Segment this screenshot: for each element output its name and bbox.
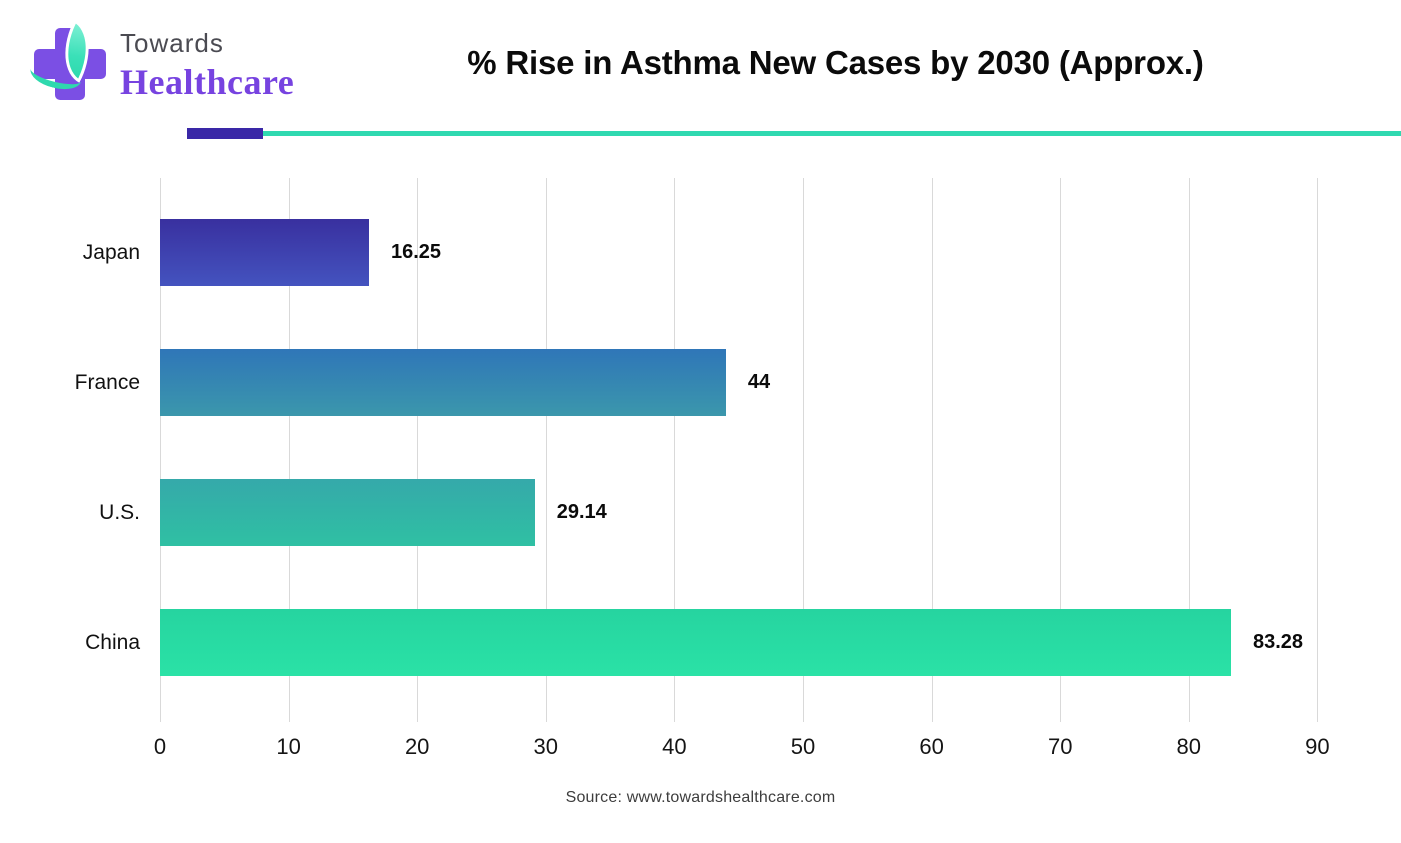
x-tick-label-80: 80 (1176, 734, 1202, 759)
x-tick-label-0: 0 (153, 734, 167, 759)
logo-icon (27, 19, 112, 104)
gridline-60 (931, 178, 933, 722)
value-label-u-s: 29.14 (556, 501, 607, 524)
category-label-france: France (74, 370, 140, 394)
bar-row-japan: Japan 16.25 (83, 218, 1401, 286)
logo-text: Towards Healthcare (120, 22, 294, 103)
x-tick-label-90: 90 (1305, 734, 1330, 759)
bar-row-france: France 44 (75, 348, 1401, 416)
value-label-japan: 16.25 (390, 240, 442, 263)
divider-accent (187, 127, 263, 139)
gridline-50 (803, 178, 804, 722)
gridline-30 (545, 178, 547, 722)
gridline-40 (674, 178, 676, 722)
value-label-france: 44 (747, 370, 771, 393)
plot-area: Japan 16.25 France 44 U.S. 29.14 China 83.28 (75, 178, 1401, 722)
x-tick-label-30: 30 (533, 734, 559, 759)
bar-japan (160, 218, 369, 286)
gridline-90 (1317, 178, 1319, 722)
category-label-japan: Japan (82, 240, 140, 264)
bar-u-s (160, 479, 535, 547)
category-label-china: China (85, 631, 140, 655)
gridline-70 (1060, 178, 1062, 722)
divider (187, 127, 1401, 139)
bar-france (160, 348, 726, 416)
x-tick-label-70: 70 (1047, 734, 1073, 759)
bar-china (160, 609, 1231, 677)
x-axis: 0 10 20 30 40 50 60 70 80 90 (154, 731, 1401, 763)
x-tick-label-20: 20 (404, 734, 430, 759)
logo-text-healthcare: Healthcare (120, 62, 295, 102)
chart-title: % Rise in Asthma New Cases by 2030 (Appr… (467, 44, 1204, 81)
x-tick-label-50: 50 (790, 734, 816, 759)
bar-row-china: China 83.28 (85, 609, 1401, 677)
gridline-20 (417, 178, 419, 722)
x-tick-label-10: 10 (276, 734, 301, 759)
divider-line (263, 130, 1401, 136)
x-tick-label-40: 40 (662, 734, 687, 759)
value-label-china: 83.28 (1252, 631, 1304, 654)
source-text: Source: www.towardshealthcare.com (565, 789, 836, 806)
gridline-80 (1188, 178, 1190, 722)
gridline-0 (160, 178, 161, 722)
gridline-10 (288, 178, 290, 722)
category-label-u-s: U.S. (99, 501, 140, 525)
logo-text-towards: Towards (120, 28, 224, 58)
logo: Towards Healthcare (27, 19, 294, 104)
x-tick-label-60: 60 (919, 734, 944, 759)
bar-row-u-s: U.S. 29.14 (99, 479, 1401, 547)
